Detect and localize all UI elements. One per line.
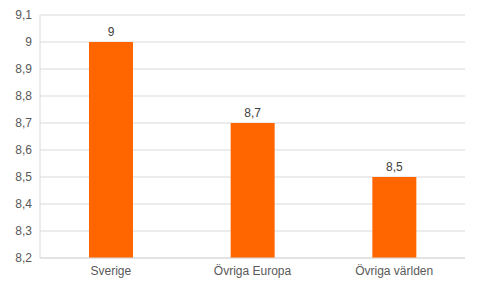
svg-text:8,6: 8,6 <box>15 143 32 157</box>
svg-text:8,8: 8,8 <box>15 89 32 103</box>
svg-text:8,2: 8,2 <box>15 251 32 265</box>
svg-text:8,5: 8,5 <box>15 170 32 184</box>
svg-text:9: 9 <box>108 25 115 39</box>
svg-text:Övriga Europa: Övriga Europa <box>214 264 292 278</box>
svg-text:8,7: 8,7 <box>15 116 32 130</box>
svg-text:9,1: 9,1 <box>15 8 32 22</box>
svg-text:8,9: 8,9 <box>15 62 32 76</box>
svg-text:8,5: 8,5 <box>386 160 403 174</box>
svg-text:Övriga världen: Övriga världen <box>355 264 433 278</box>
svg-text:9: 9 <box>25 35 32 49</box>
svg-text:8,7: 8,7 <box>244 106 261 120</box>
svg-text:8,4: 8,4 <box>15 197 32 211</box>
svg-text:Sverige: Sverige <box>90 264 131 278</box>
svg-text:8,3: 8,3 <box>15 224 32 238</box>
